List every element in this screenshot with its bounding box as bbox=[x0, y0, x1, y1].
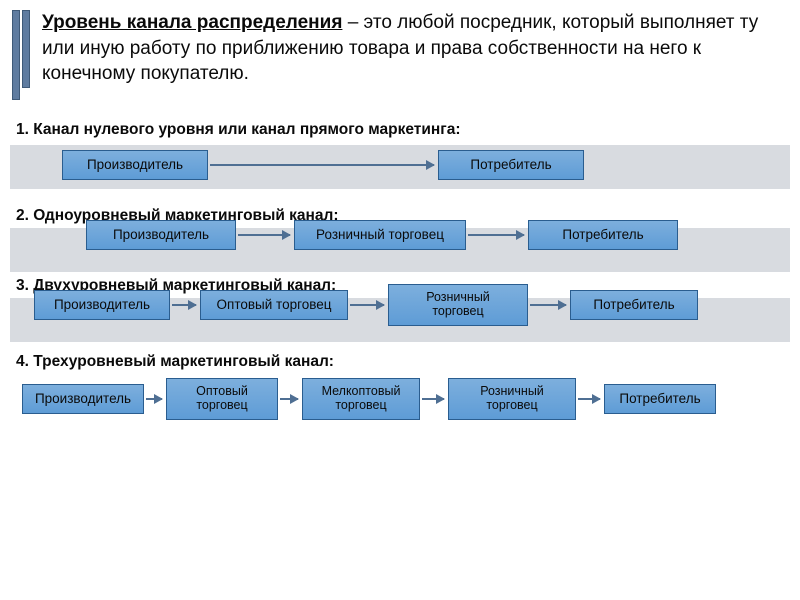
arrow-icon bbox=[210, 164, 434, 166]
flow-node: Потребитель bbox=[438, 150, 584, 180]
arrow-icon bbox=[422, 398, 444, 400]
flow-node: Розничныйторговец bbox=[388, 284, 528, 326]
flow-node: Потребитель bbox=[604, 384, 716, 414]
title-term: Уровень канала распределения bbox=[42, 12, 342, 33]
channel-section-4: 4. Трехуровневый маркетинговый канал: Про… bbox=[0, 353, 800, 421]
channel-row: Производитель Оптовый торговец Розничныйто… bbox=[16, 283, 800, 327]
flow-node: Производитель bbox=[22, 384, 144, 414]
channel-row: Производитель Розничный торговец Потребите… bbox=[16, 213, 800, 257]
flow-node: Производитель bbox=[34, 290, 170, 320]
header-block: Уровень канала распределения – это любой… bbox=[0, 0, 800, 101]
arrow-icon bbox=[238, 234, 290, 236]
arrow-icon bbox=[280, 398, 298, 400]
arrow-icon bbox=[146, 398, 162, 400]
flow-node: Оптовыйторговец bbox=[166, 378, 278, 420]
arrow-icon bbox=[578, 398, 600, 400]
arrow-icon bbox=[172, 304, 196, 306]
arrow-icon bbox=[468, 234, 524, 236]
flow-node: Мелкоптовыйторговец bbox=[302, 378, 420, 420]
flow-node: Производитель bbox=[62, 150, 208, 180]
decorative-side-bars bbox=[12, 10, 34, 100]
flow-node: Розничный торговец bbox=[294, 220, 466, 250]
channel-label: 4. Трехуровневый маркетинговый канал: bbox=[16, 353, 800, 371]
channel-row: Производитель Потребитель bbox=[16, 143, 800, 187]
channels-container: 1. Канал нулевого уровня или канал прямо… bbox=[0, 121, 800, 421]
channel-section-1: 1. Канал нулевого уровня или канал прямо… bbox=[0, 121, 800, 187]
page-title: Уровень канала распределения – это любой… bbox=[42, 10, 782, 87]
flow-node: Розничныйторговец bbox=[448, 378, 576, 420]
channel-section-2: 2. Одноуровневый маркетинговый канал:Про… bbox=[0, 207, 800, 257]
channel-label: 1. Канал нулевого уровня или канал прямо… bbox=[16, 121, 800, 139]
channel-row: Производитель Оптовыйторговец Мелкоптовыйт… bbox=[16, 377, 800, 421]
flow-node: Потребитель bbox=[528, 220, 678, 250]
flow-node: Потребитель bbox=[570, 290, 698, 320]
flow-node: Оптовый торговец bbox=[200, 290, 348, 320]
channel-section-3: 3. Двухуровневый маркетинговый канал:Про… bbox=[0, 277, 800, 327]
flow-node: Производитель bbox=[86, 220, 236, 250]
arrow-icon bbox=[530, 304, 566, 306]
arrow-icon bbox=[350, 304, 384, 306]
